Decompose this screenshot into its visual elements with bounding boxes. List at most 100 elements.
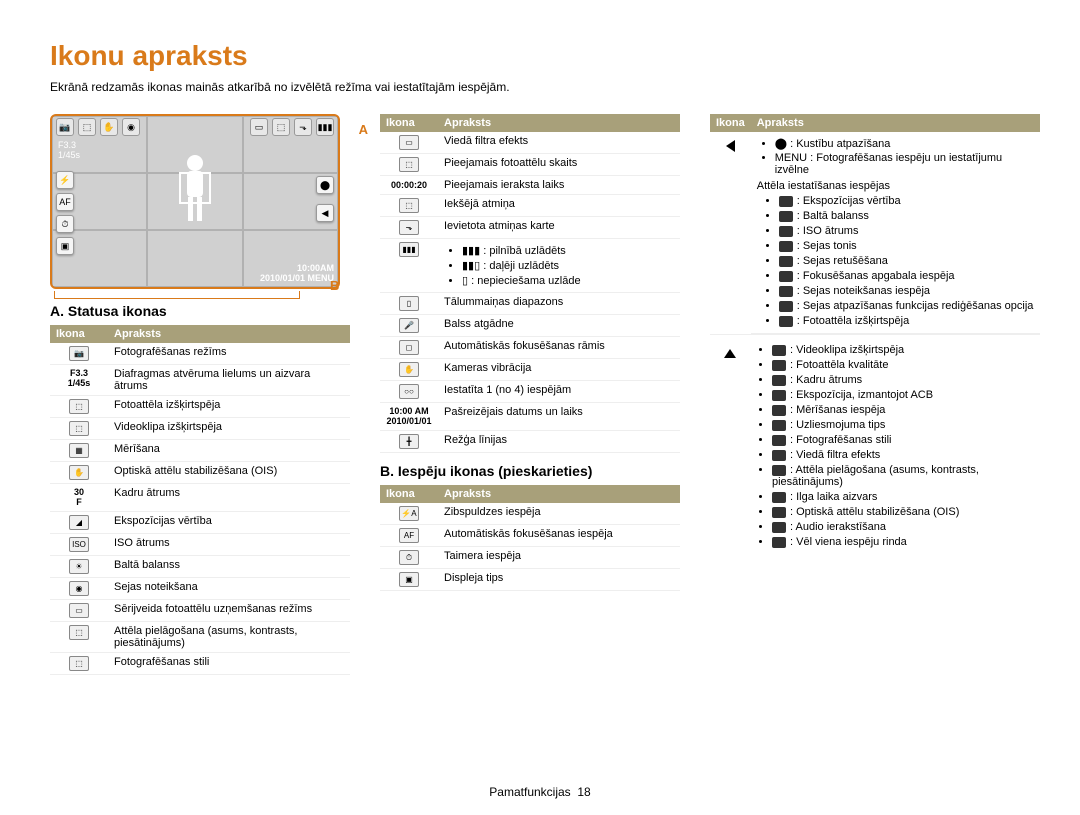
desc-cell: Fotoattēla izšķirtspēja <box>108 396 350 418</box>
glyph-icon <box>772 492 786 503</box>
res-icon: ⬚ <box>78 118 96 136</box>
desc-cell: Automātiskās fokusēšanas iespēja <box>438 525 680 547</box>
list-item: : Attēla pielāgošana (asums, kontrasts, … <box>772 464 1040 488</box>
table-row: ▦Mērīšana <box>50 440 350 462</box>
glyph-icon: ⏱ <box>399 550 419 565</box>
glyph-icon: ▭ <box>399 135 419 150</box>
flash-icon: ⚡ <box>56 171 74 189</box>
desc-cell: Displeja tips <box>438 569 680 591</box>
th-icon: Ikona <box>50 325 108 343</box>
glyph-icon <box>779 286 793 297</box>
list-item: : Vēl viena iespēju rinda <box>772 536 1040 548</box>
table-row: ◢Ekspozīcijas vērtība <box>50 512 350 534</box>
glyph-icon: ☀ <box>69 559 89 574</box>
af-icon: AF <box>56 193 74 211</box>
smart-icon: ▭ <box>250 118 268 136</box>
glyph-icon <box>779 196 793 207</box>
list-item: : Mērīšanas iespēja <box>772 404 1040 416</box>
table-row: ▭Sērijveida fotoattēlu uzņemšanas režīms <box>50 600 350 622</box>
table-row: ▭Viedā filtra efekts <box>380 132 680 154</box>
mem-icon: ⬎ <box>294 118 312 136</box>
table-row: ✋Optiskā attēlu stabilizēšana (OIS) <box>50 462 350 484</box>
desc-cell: Režģa līnijas <box>438 431 680 453</box>
label-a: A <box>359 122 368 137</box>
icon-cell: ✋ <box>50 462 108 484</box>
th-icon: Ikona <box>710 114 751 132</box>
b2-continued: : Videoklipa izšķirtspēja: Fotoattēla kv… <box>710 341 1040 551</box>
icon-cell: ISO <box>50 534 108 556</box>
icon-cell: ⬚ <box>50 396 108 418</box>
table-row: ▯Tālummaiņas diapazons <box>380 293 680 315</box>
list-item: : Optiskā attēlu stabilizēšana (OIS) <box>772 506 1040 518</box>
glyph-icon <box>779 256 793 267</box>
icon-cell: ⬚ <box>50 653 108 675</box>
glyph-icon: ⬚ <box>399 157 419 172</box>
label-b: B <box>330 278 339 293</box>
desc-cell: Sejas noteikšana <box>108 578 350 600</box>
list-item: ▯ : nepieciešama uzlāde <box>462 274 674 287</box>
icon-cell: AF <box>380 525 438 547</box>
list-item: ▮▮▮ : pilnībā uzlādēts <box>462 244 674 257</box>
glyph-icon: ⚡A <box>399 506 419 521</box>
list-item: : Uzliesmojuma tips <box>772 419 1040 431</box>
column-1: 📷 ⬚ ✋ ◉ ▭ ⬚ ⬎ ▮▮▮ F3.31/45s ⚡ AF ⏱ <box>50 114 350 675</box>
icon-cell: ☀ <box>50 556 108 578</box>
desc-cell: Kameras vibrācija <box>438 359 680 381</box>
desc-cell: Pieejamais fotoattēlu skaits <box>438 154 680 176</box>
glyph-icon: 🎤 <box>399 318 419 333</box>
icon-cell: 00:00:20 <box>380 176 438 195</box>
th-icon: Ikona <box>380 485 438 503</box>
th-desc: Apraksts <box>438 114 680 132</box>
list-item: : Fotografēšanas stili <box>772 434 1040 446</box>
list-item: : Sejas noteikšanas iespēja <box>779 285 1034 297</box>
desc-cell: Fotografēšanas režīms <box>108 343 350 365</box>
glyph-icon: ○○ <box>399 384 419 399</box>
glyph-icon <box>779 316 793 327</box>
table-row: ▮▮▮▮▮▮ : pilnībā uzlādēts▮▮▯ : daļēji uz… <box>380 239 680 293</box>
table-b2: Ikona Apraksts ⬤ : Kustību atpazīšanaMEN… <box>710 114 1040 335</box>
glyph-icon: ⬚ <box>69 399 89 414</box>
desc-cell: Iekšējā atmiņa <box>438 195 680 217</box>
glyph-icon <box>772 375 786 386</box>
arrow-up-icon <box>724 349 736 358</box>
icon-cell: F3.31/45s <box>50 365 108 396</box>
aperture-text: F3.31/45s <box>58 140 80 160</box>
glyph-icon <box>772 507 786 518</box>
glyph-icon: ⬚ <box>69 656 89 671</box>
table-a: Ikona Apraksts 📷Fotografēšanas režīmsF3.… <box>50 325 350 675</box>
glyph-icon <box>779 301 793 312</box>
table-a2: Ikona Apraksts ▭Viedā filtra efekts⬚Piee… <box>380 114 680 453</box>
icon-cell: ⬚ <box>380 195 438 217</box>
icon-cell: ▭ <box>380 132 438 154</box>
column-2: Ikona Apraksts ▭Viedā filtra efekts⬚Piee… <box>380 114 680 675</box>
desc-cell: Fotografēšanas stili <box>108 653 350 675</box>
icon-cell: ⬚ <box>50 622 108 653</box>
text-icon: 00:00:20 <box>391 180 427 190</box>
list-item: : Videoklipa izšķirtspēja <box>772 344 1040 356</box>
glyph-icon: ✋ <box>69 465 89 480</box>
count-icon: ⬚ <box>272 118 290 136</box>
glyph-icon <box>772 537 786 548</box>
preview-datetime: 10:00AM2010/01/01 MENU <box>260 263 334 283</box>
disp-icon: ▣ <box>56 237 74 255</box>
list-item: : Viedā filtra efekts <box>772 449 1040 461</box>
camera-preview-wrap: 📷 ⬚ ✋ ◉ ▭ ⬚ ⬎ ▮▮▮ F3.31/45s ⚡ AF ⏱ <box>50 114 350 289</box>
glyph-icon: ▦ <box>69 443 89 458</box>
table-row: ◉Sejas noteikšana <box>50 578 350 600</box>
table-row: ◻Automātiskās fokusēšanas rāmis <box>380 337 680 359</box>
desc-cell: ▮▮▮ : pilnībā uzlādēts▮▮▯ : daļēji uzlād… <box>438 239 680 293</box>
glyph-icon: ◻ <box>399 340 419 355</box>
desc-cell: Attēla pielāgošana (asums, kontrasts, pi… <box>108 622 350 653</box>
table-row: ☀Baltā balanss <box>50 556 350 578</box>
list-item: : Baltā balanss <box>779 210 1034 222</box>
desc-cell: Taimera iespēja <box>438 547 680 569</box>
content-columns: 📷 ⬚ ✋ ◉ ▭ ⬚ ⬎ ▮▮▮ F3.31/45s ⚡ AF ⏱ <box>50 114 1030 675</box>
table-b: Ikona Apraksts ⚡AZibspuldzes iespējaAFAu… <box>380 485 680 591</box>
table-row: 📷Fotografēšanas režīms <box>50 343 350 365</box>
camera-preview: 📷 ⬚ ✋ ◉ ▭ ⬚ ⬎ ▮▮▮ F3.31/45s ⚡ AF ⏱ <box>50 114 340 289</box>
table-row: ⬚ Pieejamais fotoattēlu skaits <box>380 154 680 176</box>
table-row: ⬎Ievietota atmiņas karte <box>380 217 680 239</box>
icon-cell: ○○ <box>380 381 438 403</box>
text-icon: 30F <box>74 487 84 507</box>
desc-cell: Ievietota atmiņas karte <box>438 217 680 239</box>
